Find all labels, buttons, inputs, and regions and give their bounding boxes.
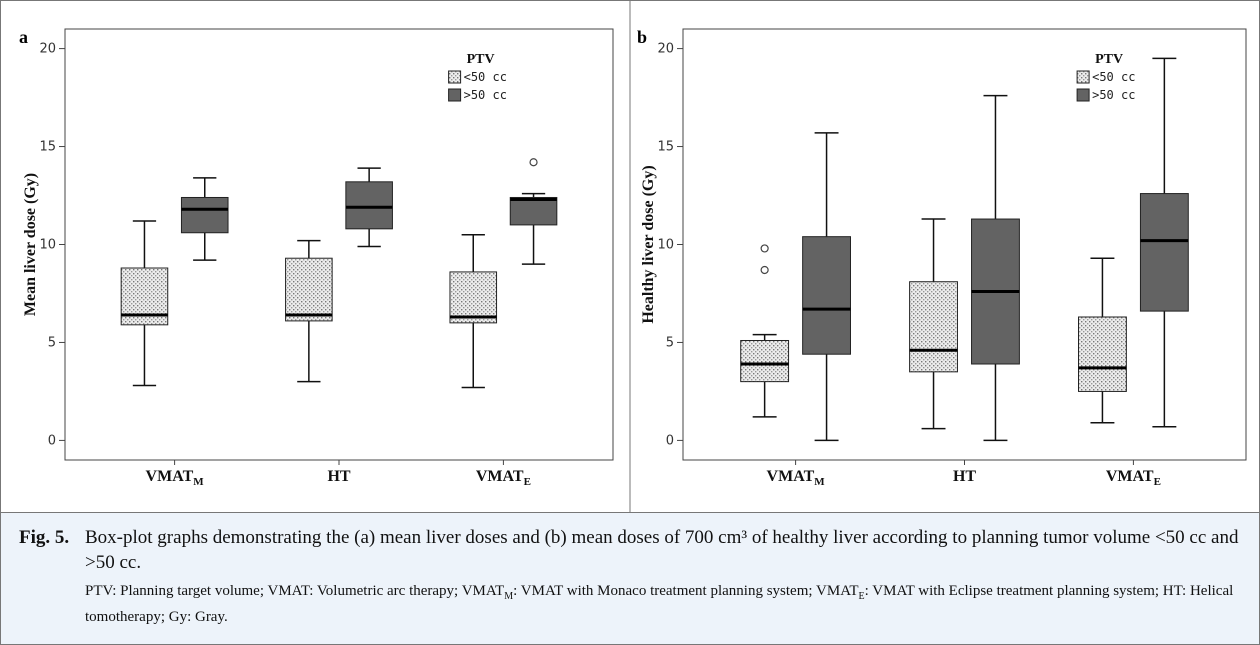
legend-label: >50 cc	[1092, 88, 1135, 102]
box	[802, 236, 851, 355]
y-tick-label: 10	[39, 238, 56, 253]
x-tick-label: VMATE	[1106, 468, 1161, 488]
box	[1078, 316, 1127, 392]
box	[740, 339, 790, 383]
category-name: VMAT	[476, 468, 524, 485]
box	[909, 281, 958, 373]
y-tick-label: 0	[48, 433, 56, 448]
legend-swatch	[1076, 88, 1090, 102]
box	[180, 196, 229, 234]
legend-swatch	[448, 70, 462, 84]
category-name: HT	[953, 468, 976, 485]
legend-swatch	[448, 88, 462, 102]
legend-label: >50 cc	[464, 88, 507, 102]
legend-label: <50 cc	[464, 70, 507, 84]
y-tick-label: 10	[657, 238, 674, 253]
x-tick-label: VMATM	[767, 468, 826, 488]
note-subscript: E	[858, 591, 865, 602]
panel-label: a	[19, 27, 28, 47]
category-name: VMAT	[146, 468, 194, 485]
legend-title: PTV	[1095, 52, 1123, 67]
y-axis-label: Mean liver dose (Gy)	[22, 173, 39, 316]
y-tick-label: 20	[39, 42, 56, 57]
panel-label: b	[637, 27, 647, 47]
y-tick-label: 5	[48, 335, 56, 350]
y-tick-label: 15	[39, 140, 56, 155]
category-subscript: E	[1154, 476, 1161, 488]
y-tick-label: 20	[657, 42, 674, 57]
caption-text: Box-plot graphs demonstrating the (a) me…	[85, 527, 1239, 573]
caption-main: Fig. 5. Box-plot graphs demonstrating th…	[19, 525, 1241, 575]
box	[449, 271, 498, 324]
figure-label: Fig. 5.	[19, 527, 70, 548]
box	[345, 181, 393, 230]
note-subscript: M	[504, 591, 514, 602]
box	[509, 196, 558, 226]
legend-label: <50 cc	[1092, 70, 1135, 84]
y-axis-label: Healthy liver dose (Gy)	[640, 165, 657, 323]
legend-title: PTV	[467, 52, 495, 67]
box	[1139, 193, 1189, 312]
category-subscript: E	[524, 476, 531, 488]
x-tick-label: HT	[327, 468, 350, 485]
x-tick-label: HT	[953, 468, 976, 485]
category-name: VMAT	[767, 468, 815, 485]
outlier	[529, 158, 538, 167]
y-tick-label: 5	[666, 335, 674, 350]
outlier	[760, 265, 769, 275]
caption: Fig. 5. Box-plot graphs demonstrating th…	[1, 512, 1259, 644]
outlier	[760, 244, 769, 253]
y-tick-label: 0	[666, 433, 674, 448]
caption-note: PTV: Planning target volume; VMAT: Volum…	[85, 581, 1241, 628]
x-tick-label: VMATE	[476, 468, 531, 488]
note-text: : VMAT with Eclipse treatment planning s…	[85, 583, 1234, 625]
x-tick-label: VMATM	[146, 468, 205, 488]
category-subscript: M	[193, 476, 204, 488]
plot-frame	[64, 28, 614, 461]
note-text: : VMAT with Monaco treatment planning sy…	[513, 583, 859, 599]
box	[285, 257, 333, 322]
note-text: PTV: Planning target volume; VMAT: Volum…	[85, 583, 505, 599]
category-name: HT	[327, 468, 350, 485]
category-name: VMAT	[1106, 468, 1154, 485]
legend-swatch	[1076, 70, 1090, 84]
category-subscript: M	[814, 476, 825, 488]
y-tick-label: 15	[657, 140, 674, 155]
